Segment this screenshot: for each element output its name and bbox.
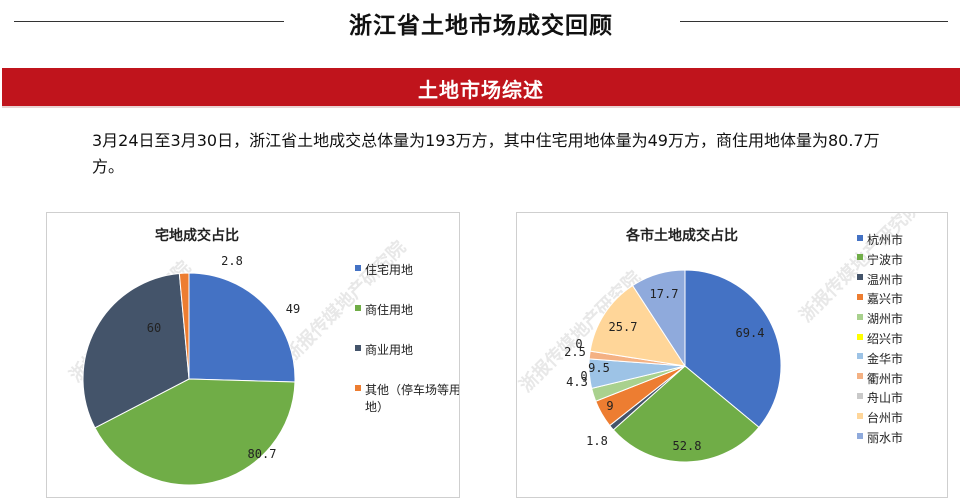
slice-value-label: 9	[606, 399, 613, 413]
legend-swatch	[857, 432, 863, 439]
title-rule-right	[680, 21, 948, 22]
pie-slice-4	[178, 272, 190, 380]
slice-value-label: 49	[286, 302, 300, 316]
legend-swatch	[857, 373, 863, 380]
slice-value-label: 17.7	[650, 287, 679, 301]
legend-swatch	[857, 254, 863, 261]
legend-item: 其他（停车场等用地）	[355, 381, 460, 415]
page-title: 浙江省土地市场成交回顾	[349, 13, 613, 39]
legend-label: 舟山市	[867, 391, 904, 406]
legend-swatch	[355, 304, 361, 311]
slice-value-label: 25.7	[609, 320, 638, 334]
pie-slice-2	[612, 365, 760, 463]
pie-slice-1	[188, 272, 296, 383]
legend-item: 绍兴市	[857, 330, 947, 347]
legend-swatch	[857, 293, 863, 300]
slice-value-label: 1.8	[586, 434, 608, 448]
legend-item: 宁波市	[857, 251, 947, 268]
legend-label: 丽水市	[867, 431, 904, 445]
slice-value-label: 69.4	[736, 326, 765, 340]
legend-item: 金华市	[857, 350, 947, 367]
legend-label: 商住用地	[365, 303, 414, 317]
slice-value-label: 2.5	[564, 345, 586, 359]
legend-item: 嘉兴市	[857, 290, 947, 307]
legend-item: 住宅用地	[355, 261, 459, 278]
legend-item: 台州市	[857, 409, 947, 426]
slice-value-label: 0	[580, 369, 587, 383]
legend-label: 湖州市	[867, 312, 904, 327]
slice-value-label: 52.8	[673, 439, 702, 453]
legend-item: 温州市	[857, 271, 947, 288]
legend-item: 商住用地	[355, 301, 459, 318]
legend-swatch	[857, 392, 863, 399]
legend-swatch	[857, 353, 863, 360]
legend-item: 丽水市	[857, 429, 947, 446]
summary-text: 3月24日至3月30日，浙江省土地成交总体量为193万方，其中住宅用地体量为49…	[92, 131, 880, 176]
legend-swatch	[857, 313, 863, 320]
legend-label: 宁波市	[867, 252, 904, 267]
legend-label: 嘉兴市	[867, 292, 904, 307]
legend-swatch	[857, 274, 863, 281]
slice-value-label: 2.8	[221, 254, 243, 268]
pie-slice-2	[94, 378, 296, 486]
legend-label: 住宅用地	[365, 263, 414, 277]
legend-item: 杭州市	[857, 231, 947, 248]
city-pie-chart: 浙报传媒地产研究院 浙报传媒地产研究院 69.4 52.8 1.8 9 4.3 0 9.5 2.5…	[516, 212, 948, 498]
pie-slice-1	[684, 269, 782, 428]
legend-item: 舟山市	[857, 389, 947, 406]
slice-value-label: 4.3	[566, 375, 588, 389]
title-rule-left	[14, 21, 284, 22]
slice-value-label: 60	[147, 321, 161, 335]
legend-swatch	[857, 412, 863, 419]
section-banner-title: 土地市场综述	[418, 78, 544, 102]
legend-swatch	[355, 344, 361, 351]
legend-swatch	[355, 264, 361, 271]
pie-slice-3	[82, 272, 190, 429]
legend-label: 绍兴市	[867, 332, 904, 346]
legend-label: 商业用地	[365, 343, 414, 357]
legend-item: 衢州市	[857, 370, 947, 387]
legend-swatch	[857, 234, 863, 241]
legend-label: 金华市	[867, 351, 904, 366]
legend-label: 温州市	[867, 272, 904, 287]
legend-item: 湖州市	[857, 310, 947, 327]
legend-swatch	[857, 333, 863, 340]
legend-label: 其他（停车场等用地）	[365, 383, 460, 414]
legend-label: 台州市	[867, 411, 904, 426]
city-pie-svg: 浙报传媒地产研究院浙报传媒地产研究院69.452.81.894.309.52.5…	[517, 213, 925, 463]
section-banner: 土地市场综述	[2, 68, 960, 108]
city-chart-title: 各市土地成交占比	[626, 228, 738, 244]
legend-label: 杭州市	[867, 233, 904, 247]
legend-label: 衢州市	[867, 371, 904, 386]
slice-value-label: 80.7	[248, 447, 277, 461]
slice-value-label: 0	[575, 337, 582, 351]
pie-slice-10	[589, 284, 687, 367]
pie-slice-11	[631, 269, 686, 368]
slice-value-label: 9.5	[588, 361, 610, 375]
legend-item: 商业用地	[355, 341, 459, 358]
residential-chart-title: 宅地成交占比	[155, 228, 239, 244]
legend-swatch	[355, 384, 361, 391]
